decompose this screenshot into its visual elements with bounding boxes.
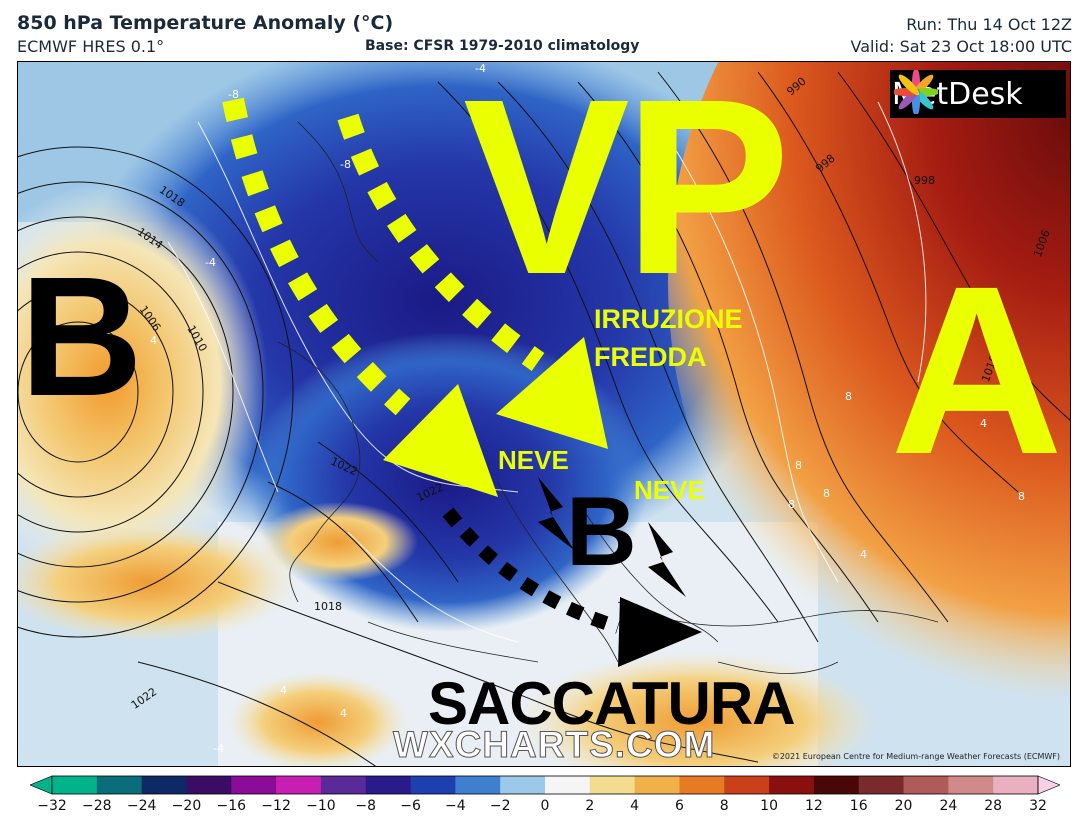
colorbar-tick-label: −8 [355,798,377,814]
colorbar-segment [589,776,636,794]
base-climatology-label: Base: CFSR 1979-2010 climatology [365,38,640,54]
isobars [18,71,1070,766]
isobar-label: 998 [914,174,935,187]
colorbar-segment [948,776,994,794]
colorbar-segment [231,776,277,794]
fredda-label: FREDDA [594,342,707,372]
colorbar-tick-label: −32 [37,798,67,814]
colorbar-segment [903,776,949,794]
anomaly-label: 4 [150,334,157,347]
warm-low-west-region [18,182,268,582]
colorbar-tick-label: −16 [216,798,247,814]
colorbar-segment [96,776,143,794]
colorbar-tick-label: 2 [585,798,595,814]
colorbar-tick-label: −6 [400,798,421,814]
neve-label-1: NEVE [498,445,569,475]
colorbar-segment [858,776,905,794]
colorbar-ticks: −32 −28 −24 −20 −16 −12 −10 −8 −6 −4 −2 0 2 4 6 8 10 12 16… [30,798,1060,820]
wxcharts-watermark: WXCHARTS.COM [392,724,716,765]
model-label: ECMWF HRES 0.1° [17,37,165,56]
coastlines [277,121,939,674]
flow-arrows [222,97,621,634]
colorbar-tick-label: 32 [1029,798,1047,814]
colorbar-tick-label: −4 [445,798,466,814]
colorbar-tick-label: −28 [82,798,112,814]
colorbar-tick-label: −2 [489,798,511,814]
colorbar-tick-label: −24 [126,798,157,814]
colorbar-tick-label: 4 [630,798,640,814]
vp-label: VP [463,61,790,326]
colorbar-tick-label: 6 [674,798,684,814]
colorbar-tick-label: 20 [894,798,913,814]
anomaly-label: -8 [228,88,239,101]
colorbar-segment [320,776,367,794]
anomaly-label: 8 [788,498,795,511]
colorbar [30,775,1060,795]
irruzione-label: IRRUZIONE [594,304,743,334]
colorbar-tick-label: 16 [849,798,868,814]
colorbar-segment [52,776,98,794]
anomaly-label: 4 [280,684,287,697]
high-pressure-label: A [890,236,1064,504]
colorbar-segment [813,776,860,794]
anomaly-label: -4 [475,62,486,75]
colorbar-tick-label: 10 [760,798,778,814]
colorbar-tick-label: 0 [540,798,550,814]
anomaly-label: -4 [398,742,409,755]
lightning-icon-1 [538,477,574,550]
anomaly-label: 4 [340,707,347,720]
valid-time-label: Valid: Sat 23 Oct 18:00 UTC [850,37,1072,56]
anomaly-label: -4 [213,742,224,755]
anomaly-label: -4 [205,256,216,269]
anomaly-label: -8 [340,158,351,171]
lightning-icon-2 [648,522,686,597]
copyright-notice: ©2021 European Centre for Medium-range W… [771,752,1060,761]
colorbar-segment [500,776,546,794]
colorbar-segment [724,776,770,794]
cold-arrow-head-1 [383,384,498,497]
low-pressure-west-label: B [20,242,143,432]
colorbar-tick-label: 28 [984,798,1003,814]
saccatura-label: SACCATURA [428,670,796,737]
colorbar-extend-low [30,775,53,795]
colorbar-tick-label: −20 [171,798,202,814]
colorbar-segment [993,776,1039,794]
colorbar-tick-label: −12 [261,798,291,814]
run-time-label: Run: Thu 14 Oct 12Z [906,15,1072,34]
low-pressure-south-label: B [566,476,637,586]
colorbar-segment [679,776,725,794]
colorbar-extend-high [1037,775,1060,795]
colorbar-segment [276,776,322,794]
colorbar-segment [141,776,187,794]
anomaly-label: 8 [823,487,830,500]
metdesk-flower-icon [894,70,938,114]
warm-anomaly-region [668,62,1070,702]
anomaly-label: 4 [860,548,867,561]
colorbar-tick-label: 8 [719,798,729,814]
map-title: 850 hPa Temperature Anomaly (°C) [17,12,394,34]
anomaly-label: 8 [1018,490,1025,503]
colorbar-segment [545,776,591,794]
anomaly-label: 8 [845,390,852,403]
neve-label-2: NEVE [634,475,705,505]
colorbar-segment [186,776,232,794]
anomaly-label: 4 [980,417,987,430]
colorbar-tick-label: −10 [306,798,336,814]
isobar-label: 1018 [314,600,342,613]
anomaly-label: 8 [795,459,802,472]
metdesk-logo: MetDesk [890,70,1066,118]
colorbar-tick-label: 12 [804,798,823,814]
colorbar-segment [365,776,412,794]
colorbar-segment [769,776,815,794]
trough-arrow-head [618,597,702,667]
colorbar-segment [634,776,680,794]
colorbar-segment [410,776,456,794]
weather-map: 1018 1014 1010 1006 1022 1022 1018 1022 … [17,61,1071,767]
colorbar-tick-label: 24 [939,798,958,814]
colorbar-segment [455,776,501,794]
cold-arrow-head-2 [496,337,608,449]
